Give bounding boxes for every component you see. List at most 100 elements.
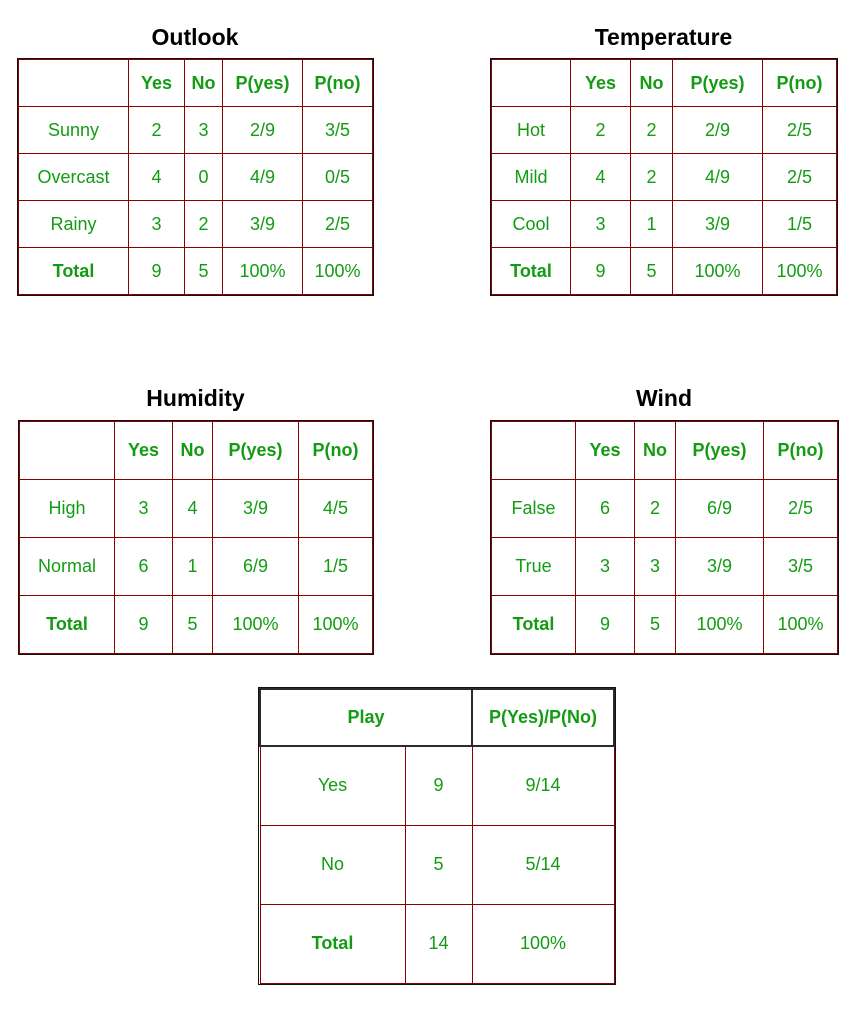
play-table: Play P(Yes)/P(No) Yes 9 9/14 No 5 5/14 T…	[258, 687, 616, 985]
yes-column-header: Yes	[575, 421, 635, 480]
row-label-cell: High	[19, 479, 115, 538]
value-cell: 1/5	[762, 200, 837, 248]
total-label-cell: Total	[18, 247, 129, 295]
table-row-sunny: Sunny 2 3 2/9 3/5	[18, 106, 373, 154]
table-row-normal: Normal 6 1 6/9 1/5	[19, 537, 373, 596]
temperature-table: Yes No P(yes) P(no) Hot 2 2 2/9 2/5 Mild…	[490, 58, 838, 296]
total-label-cell: Total	[491, 595, 576, 654]
play-column-header: Play	[259, 688, 473, 747]
row-label-cell: True	[491, 537, 576, 596]
outlook-title: Outlook	[151, 24, 239, 50]
table-row-mild: Mild 4 2 4/9 2/5	[491, 153, 837, 201]
value-cell: 1	[172, 537, 213, 596]
yes-column-header: Yes	[114, 421, 173, 480]
table-row-hot: Hot 2 2 2/9 2/5	[491, 106, 837, 154]
yes-column-header: Yes	[570, 59, 631, 107]
value-cell: 6	[114, 537, 173, 596]
value-cell: 1	[630, 200, 673, 248]
value-cell: 14	[404, 903, 473, 984]
pyes-column-header: P(yes)	[212, 421, 299, 480]
pyes-column-header: P(yes)	[672, 59, 763, 107]
total-row: Total 14 100%	[259, 903, 615, 984]
value-cell: 3	[128, 200, 185, 248]
value-cell: 5	[634, 595, 676, 654]
corner-cell	[491, 421, 576, 480]
row-label-cell: Yes	[259, 745, 406, 826]
humidity-header-row: Yes No P(yes) P(no)	[19, 421, 373, 480]
humidity-table-grid: Yes No P(yes) P(no) High 3 4 3/9 4/5 Nor…	[19, 421, 373, 654]
row-label-cell: Normal	[19, 537, 115, 596]
table-row-cool: Cool 3 1 3/9 1/5	[491, 200, 837, 248]
temperature-title: Temperature	[594, 24, 733, 50]
value-cell: 9	[570, 247, 631, 295]
total-row: Total 9 5 100% 100%	[18, 247, 373, 295]
value-cell: 9	[128, 247, 185, 295]
pyes-column-header: P(yes)	[222, 59, 303, 107]
yes-column-header: Yes	[128, 59, 185, 107]
value-cell: 5	[404, 824, 473, 905]
value-cell: 100%	[471, 903, 615, 984]
row-label-cell: Rainy	[18, 200, 129, 248]
value-cell: 5/14	[471, 824, 615, 905]
play-table-grid: Play P(Yes)/P(No) Yes 9 9/14 No 5 5/14 T…	[259, 688, 615, 984]
value-cell: 3/9	[222, 200, 303, 248]
value-cell: 100%	[302, 247, 373, 295]
value-cell: 2/5	[762, 153, 837, 201]
no-column-header: No	[634, 421, 676, 480]
value-cell: 3	[575, 537, 635, 596]
value-cell: 2/5	[763, 479, 838, 538]
value-cell: 5	[184, 247, 223, 295]
value-cell: 9	[575, 595, 635, 654]
table-row-true: True 3 3 3/9 3/5	[491, 537, 838, 596]
temperature-table-grid: Yes No P(yes) P(no) Hot 2 2 2/9 2/5 Mild…	[491, 59, 837, 295]
outlook-table-grid: Yes No P(yes) P(no) Sunny 2 3 2/9 3/5 Ov…	[18, 59, 373, 295]
value-cell: 6/9	[212, 537, 299, 596]
value-cell: 3	[184, 106, 223, 154]
temperature-header-row: Yes No P(yes) P(no)	[491, 59, 837, 107]
value-cell: 6	[575, 479, 635, 538]
value-cell: 4/9	[672, 153, 763, 201]
outlook-header-row: Yes No P(yes) P(no)	[18, 59, 373, 107]
outlook-table: Yes No P(yes) P(no) Sunny 2 3 2/9 3/5 Ov…	[17, 58, 374, 296]
value-cell: 3/9	[672, 200, 763, 248]
value-cell: 9	[114, 595, 173, 654]
table-row-no: No 5 5/14	[259, 824, 615, 905]
value-cell: 3/9	[212, 479, 299, 538]
wind-title: Wind	[636, 385, 692, 411]
total-row: Total 9 5 100% 100%	[491, 595, 838, 654]
pyes-column-header: P(yes)	[675, 421, 764, 480]
value-cell: 100%	[675, 595, 764, 654]
value-cell: 3	[634, 537, 676, 596]
value-cell: 2	[630, 153, 673, 201]
row-label-cell: No	[259, 824, 406, 905]
no-column-header: No	[172, 421, 213, 480]
value-cell: 100%	[762, 247, 837, 295]
value-cell: 2/5	[762, 106, 837, 154]
value-cell: 6/9	[675, 479, 764, 538]
value-cell: 0/5	[302, 153, 373, 201]
value-cell: 2	[634, 479, 676, 538]
table-row-false: False 6 2 6/9 2/5	[491, 479, 838, 538]
value-cell: 100%	[212, 595, 299, 654]
value-cell: 4/5	[298, 479, 373, 538]
table-row-overcast: Overcast 4 0 4/9 0/5	[18, 153, 373, 201]
row-label-cell: Overcast	[18, 153, 129, 201]
value-cell: 3/5	[763, 537, 838, 596]
corner-cell	[491, 59, 571, 107]
pno-column-header: P(no)	[298, 421, 373, 480]
value-cell: 3/9	[675, 537, 764, 596]
wind-table: Yes No P(yes) P(no) False 6 2 6/9 2/5 Tr…	[490, 420, 839, 655]
total-label-cell: Total	[259, 903, 406, 984]
value-cell: 100%	[763, 595, 838, 654]
value-cell: 2	[630, 106, 673, 154]
total-row: Total 9 5 100% 100%	[19, 595, 373, 654]
value-cell: 100%	[672, 247, 763, 295]
value-cell: 2/5	[302, 200, 373, 248]
corner-cell	[18, 59, 129, 107]
value-cell: 2/9	[672, 106, 763, 154]
pno-column-header: P(no)	[302, 59, 373, 107]
value-cell: 2	[570, 106, 631, 154]
table-row-rainy: Rainy 3 2 3/9 2/5	[18, 200, 373, 248]
row-label-cell: False	[491, 479, 576, 538]
value-cell: 5	[630, 247, 673, 295]
